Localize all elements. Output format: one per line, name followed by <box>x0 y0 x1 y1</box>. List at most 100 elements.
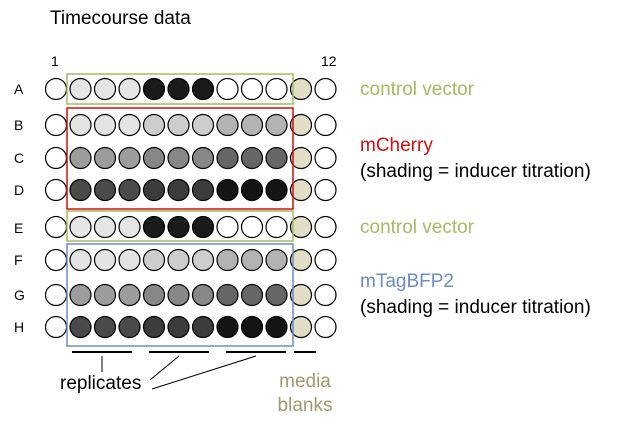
well-g-5 <box>142 283 166 307</box>
well-d-10 <box>265 178 288 202</box>
well-a-10 <box>265 77 288 101</box>
well-f-11 <box>289 248 313 272</box>
well-b-6 <box>167 113 190 137</box>
well-d-12 <box>314 178 337 202</box>
well-a-6 <box>167 77 190 101</box>
well-h-11 <box>289 315 313 339</box>
well-g-1 <box>44 283 68 307</box>
well-d-6 <box>167 178 190 202</box>
well-b-9 <box>240 113 264 137</box>
well-c-11 <box>289 146 313 170</box>
well-f-12 <box>314 248 337 272</box>
row-label-f: F <box>14 252 23 268</box>
well-b-5 <box>142 113 166 137</box>
well-a-9 <box>240 77 264 101</box>
well-c-3 <box>93 146 117 170</box>
label-shading-2: (shading = inducer titration) <box>360 297 591 318</box>
well-d-11 <box>289 178 313 202</box>
label-mcherry: mCherry <box>360 135 433 156</box>
well-c-9 <box>240 146 264 170</box>
well-a-3 <box>93 77 117 101</box>
well-a-1 <box>44 77 68 101</box>
well-d-8 <box>216 178 239 202</box>
well-c-12 <box>314 146 337 170</box>
well-c-4 <box>118 146 141 170</box>
well-c-2 <box>69 146 92 170</box>
well-b-11 <box>289 113 313 137</box>
well-b-7 <box>191 113 215 137</box>
well-b-2 <box>69 113 92 137</box>
diagram-title: Timecourse data <box>50 8 191 29</box>
replicate-pointer-2 <box>149 355 180 381</box>
well-h-7 <box>191 315 215 339</box>
column-label-last: 12 <box>321 53 337 69</box>
well-g-11 <box>289 283 313 307</box>
well-e-8 <box>216 215 239 239</box>
well-f-2 <box>69 248 92 272</box>
well-a-4 <box>118 77 141 101</box>
well-e-2 <box>69 215 92 239</box>
well-e-10 <box>265 215 288 239</box>
well-f-6 <box>167 248 190 272</box>
well-e-11 <box>289 215 313 239</box>
well-h-12 <box>314 315 337 339</box>
row-label-g: G <box>14 287 25 303</box>
well-h-5 <box>142 315 166 339</box>
well-g-2 <box>69 283 92 307</box>
well-d-7 <box>191 178 215 202</box>
well-a-11 <box>289 77 313 101</box>
label-blanks: blanks <box>277 395 333 416</box>
well-h-2 <box>69 315 92 339</box>
well-e-12 <box>314 215 337 239</box>
label-mtagbfp2: mTagBFP2 <box>360 271 454 292</box>
well-e-9 <box>240 215 264 239</box>
row-label-a: A <box>14 81 24 97</box>
well-g-12 <box>314 283 337 307</box>
well-c-7 <box>191 146 215 170</box>
well-c-8 <box>216 146 239 170</box>
label-control-vector-a: control vector <box>360 79 475 100</box>
well-h-10 <box>265 315 288 339</box>
well-f-7 <box>191 248 215 272</box>
well-b-4 <box>118 113 141 137</box>
well-d-1 <box>44 178 68 202</box>
well-d-4 <box>118 178 141 202</box>
row-label-e: E <box>14 220 24 236</box>
well-h-3 <box>93 315 117 339</box>
well-f-5 <box>142 248 166 272</box>
row-label-b: B <box>14 117 24 133</box>
well-f-8 <box>216 248 239 272</box>
well-d-9 <box>240 178 264 202</box>
label-media: media <box>279 371 331 392</box>
well-h-8 <box>216 315 239 339</box>
control-box-row-e <box>66 210 294 242</box>
control-box-row-a <box>66 73 294 105</box>
well-g-8 <box>216 283 239 307</box>
well-a-12 <box>314 77 337 101</box>
well-b-1 <box>44 113 68 137</box>
well-g-7 <box>191 283 215 307</box>
replicate-pointer-3 <box>151 355 257 390</box>
well-d-3 <box>93 178 117 202</box>
mcherry-box <box>66 107 294 210</box>
well-b-3 <box>93 113 117 137</box>
well-h-4 <box>118 315 141 339</box>
well-f-3 <box>93 248 117 272</box>
well-d-2 <box>69 178 92 202</box>
well-g-6 <box>167 283 190 307</box>
well-e-3 <box>93 215 117 239</box>
well-e-6 <box>167 215 190 239</box>
well-g-9 <box>240 283 264 307</box>
well-c-1 <box>44 146 68 170</box>
well-e-4 <box>118 215 141 239</box>
well-e-1 <box>44 215 68 239</box>
well-b-10 <box>265 113 288 137</box>
well-b-8 <box>216 113 239 137</box>
row-label-c: C <box>14 150 25 166</box>
well-e-7 <box>191 215 215 239</box>
well-g-10 <box>265 283 288 307</box>
well-f-1 <box>44 248 68 272</box>
well-g-3 <box>93 283 117 307</box>
